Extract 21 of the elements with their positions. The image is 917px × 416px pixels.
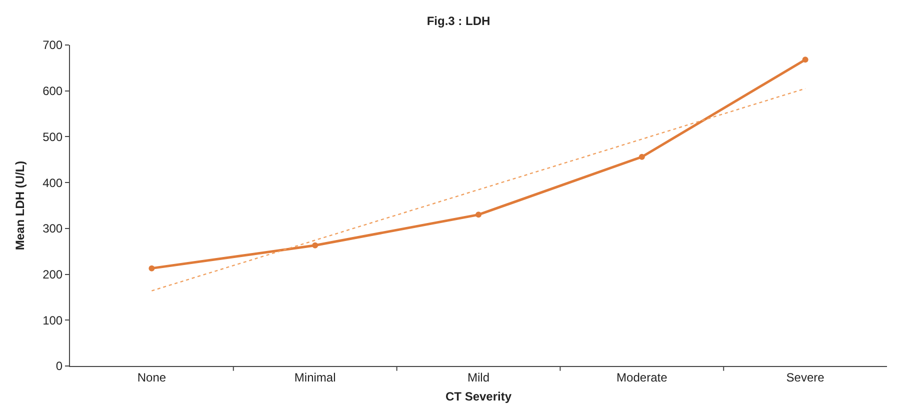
x-tick-label: None	[137, 370, 166, 384]
y-axis-title: Mean LDH (U/L)	[12, 160, 27, 250]
point	[148, 265, 155, 272]
point	[312, 242, 318, 248]
y-tick-label: 700	[42, 38, 63, 52]
y-tick-label: 0	[56, 359, 63, 374]
y-tick-label: 100	[42, 313, 63, 328]
y-tick-label: 200	[42, 267, 63, 282]
x-axis-title: CT Severity	[445, 389, 512, 404]
point	[802, 56, 808, 63]
point	[638, 154, 645, 160]
chart-title: Fig.3 : LDH	[426, 14, 490, 28]
y-tick-label: 300	[42, 222, 63, 236]
y-tick-label: 500	[42, 130, 63, 144]
y-tick-label: 600	[42, 84, 63, 98]
x-tick-label: Severe	[786, 370, 825, 384]
x-tick-label: Mild	[467, 370, 490, 384]
x-tick-label: Moderate	[616, 370, 668, 384]
y-tick-label: 400	[42, 176, 63, 190]
x-tick-label: Minimal	[294, 370, 336, 384]
point	[476, 212, 482, 218]
